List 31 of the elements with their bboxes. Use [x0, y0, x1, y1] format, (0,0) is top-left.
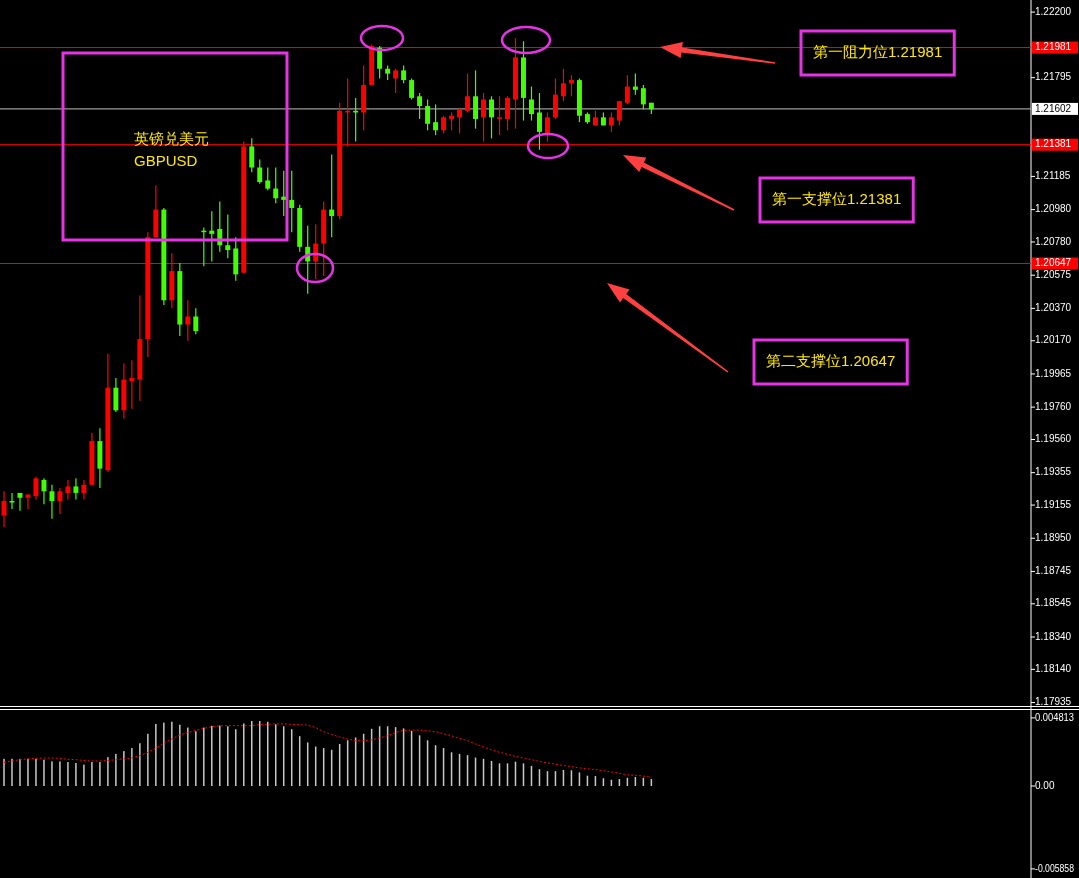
y-tick-label: 1.18745	[1035, 565, 1072, 577]
annotation: 第一阻力位1.21981	[813, 42, 943, 60]
ref-line-label: 1.21602	[1035, 102, 1072, 114]
y-tick-label: 1.18340	[1035, 630, 1072, 642]
y-tick-label: 1.19155	[1035, 498, 1072, 510]
y-tick-label: 0.004813	[1035, 711, 1077, 723]
text: GBPUSD	[134, 152, 198, 169]
y-tick-label: 1.18545	[1035, 597, 1072, 609]
y-tick-label: 1.19965	[1035, 367, 1072, 379]
annotation: 第二支撑位1.20647	[766, 351, 896, 369]
y-tick-label: 1.22200	[1035, 5, 1072, 17]
annotation: 第一支撑位1.21381	[772, 189, 902, 207]
ref-line-label: 1.20647	[1035, 257, 1072, 269]
y-tick-label: -0.005858	[1035, 862, 1079, 874]
y-tick-label: 1.18140	[1035, 663, 1072, 675]
y-tick-label: 1.20980	[1035, 203, 1072, 215]
y-tick-label: 1.21795	[1035, 71, 1072, 83]
y-tick-label: 1.20780	[1035, 235, 1072, 247]
ref-line-label: 1.21981	[1035, 41, 1072, 53]
y-tick-label: 1.19355	[1035, 466, 1072, 478]
y-tick-label: 1.20170	[1035, 334, 1072, 346]
y-tick-label: 1.19560	[1035, 433, 1072, 445]
y-tick-label: 1.17935	[1035, 696, 1072, 708]
y-tick-label: 1.18950	[1035, 531, 1072, 543]
y-tick-label: 1.19760	[1035, 400, 1072, 412]
y-tick-label: 1.20575	[1035, 268, 1072, 280]
y-tick-label: 1.21185	[1035, 170, 1071, 182]
y-tick-label: 0.00	[1035, 779, 1055, 791]
ref-line-label: 1.21381	[1035, 138, 1072, 150]
text: 英镑兑美元	[134, 130, 209, 147]
y-tick-label: 1.20370	[1035, 302, 1072, 313]
